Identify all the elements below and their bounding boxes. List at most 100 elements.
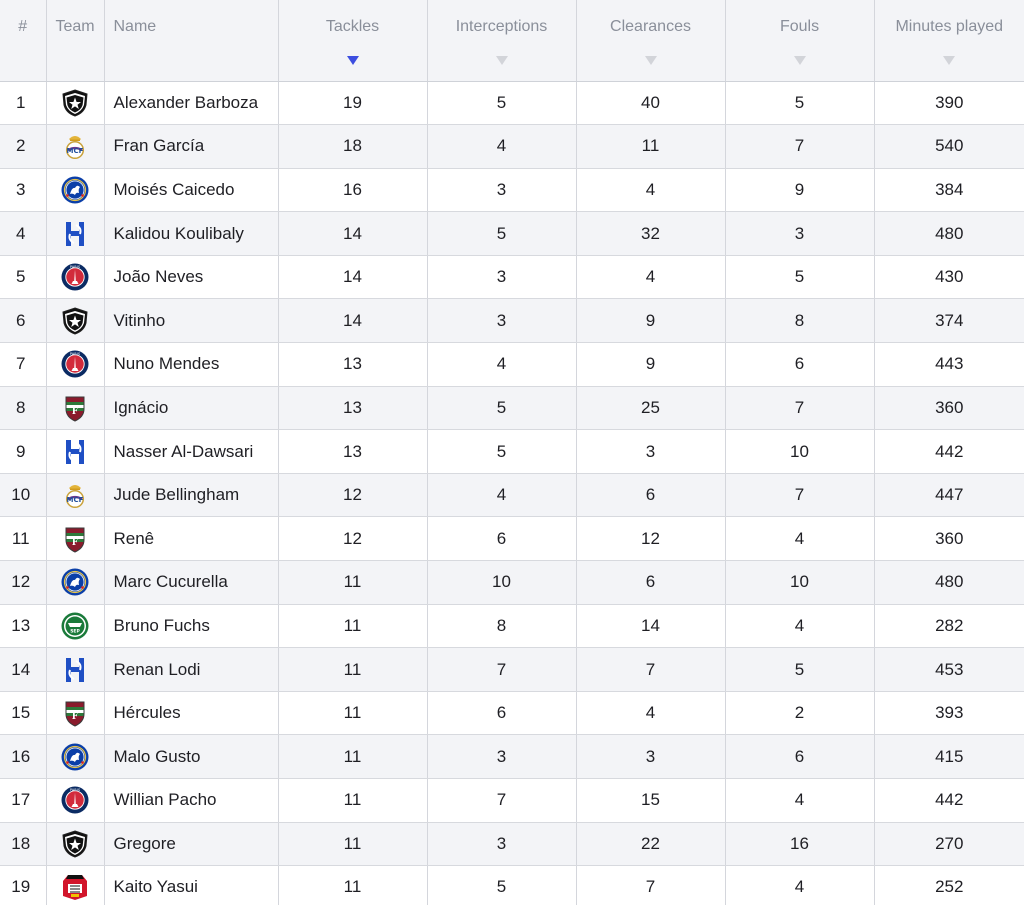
player-name[interactable]: Willian Pacho <box>104 778 279 823</box>
table-row[interactable]: 16 Malo Gusto 11 3 3 6 415 <box>0 734 1024 779</box>
rank-cell: 10 <box>0 473 47 518</box>
minutes-cell: 430 <box>874 255 1024 300</box>
svg-text:F: F <box>72 407 79 417</box>
player-name[interactable]: Kalidou Koulibaly <box>104 211 279 256</box>
tackles-cell: 11 <box>278 691 428 736</box>
botafogo-crest-icon[interactable] <box>60 306 90 336</box>
table-row[interactable]: 7 PARIS Nuno Mendes 13 4 9 6 443 <box>0 342 1024 387</box>
chelsea-crest-icon[interactable] <box>60 742 90 772</box>
table-row[interactable]: 13 SEP Bruno Fuchs 11 8 14 4 282 <box>0 604 1024 649</box>
interceptions-cell: 4 <box>427 342 577 387</box>
player-name[interactable]: Nasser Al-Dawsari <box>104 429 279 474</box>
player-name[interactable]: Malo Gusto <box>104 734 279 779</box>
fluminense-crest-icon[interactable]: F <box>60 524 90 554</box>
table-row[interactable]: 2 MCF Fran García 18 4 11 7 540 <box>0 124 1024 169</box>
botafogo-crest-icon[interactable] <box>60 88 90 118</box>
fluminense-crest-icon[interactable]: F <box>60 698 90 728</box>
player-name[interactable]: Alexander Barboza <box>104 81 279 126</box>
table-row[interactable]: 9 Nasser Al-Dawsari 13 5 3 10 442 <box>0 429 1024 474</box>
clearances-cell: 4 <box>576 255 726 300</box>
team-cell: MCF <box>46 473 105 518</box>
header-minutes[interactable]: Minutes played <box>874 0 1024 82</box>
table-row[interactable]: 15 F Hércules 11 6 4 2 393 <box>0 691 1024 736</box>
clearances-cell: 11 <box>576 124 726 169</box>
table-row[interactable]: 5 PARIS João Neves 14 3 4 5 430 <box>0 255 1024 300</box>
table-row[interactable]: 19 Kaito Yasui 11 5 7 4 252 <box>0 865 1024 905</box>
player-name[interactable]: Kaito Yasui <box>104 865 279 905</box>
player-name[interactable]: Marc Cucurella <box>104 560 279 605</box>
table-row[interactable]: 18 Gregore 11 3 22 16 270 <box>0 822 1024 867</box>
team-cell <box>46 560 105 605</box>
table-row[interactable]: 12 Marc Cucurella 11 10 6 10 480 <box>0 560 1024 605</box>
player-name[interactable]: Jude Bellingham <box>104 473 279 518</box>
team-cell: F <box>46 386 105 431</box>
table-row[interactable]: 4 Kalidou Koulibaly 14 5 32 3 480 <box>0 211 1024 256</box>
chelsea-crest-icon[interactable] <box>60 175 90 205</box>
header-name: Name <box>104 0 279 82</box>
table-row[interactable]: 11 F Renê 12 6 12 4 360 <box>0 516 1024 562</box>
sort-descending-icon[interactable] <box>495 56 508 65</box>
table-row[interactable]: 1 Alexander Barboza 19 5 40 5 390 <box>0 81 1024 126</box>
header-clearances-label: Clearances <box>610 18 691 35</box>
player-name[interactable]: Moisés Caicedo <box>104 168 279 213</box>
fouls-cell: 4 <box>725 604 875 649</box>
header-clearances[interactable]: Clearances <box>576 0 726 82</box>
fouls-cell: 6 <box>725 342 875 387</box>
player-name[interactable]: Fran García <box>104 124 279 169</box>
real-madrid-crest-icon[interactable]: MCF <box>60 480 90 510</box>
player-name[interactable]: Vitinho <box>104 298 279 344</box>
rank-cell: 13 <box>0 604 47 649</box>
header-fouls-label: Fouls <box>779 18 820 35</box>
table-row[interactable]: 3 Moisés Caicedo 16 3 4 9 384 <box>0 168 1024 213</box>
player-name[interactable]: Nuno Mendes <box>104 342 279 387</box>
tackles-cell: 11 <box>278 778 428 823</box>
header-tackles[interactable]: Tackles <box>278 0 428 82</box>
table-row[interactable]: 6 Vitinho 14 3 9 8 374 <box>0 298 1024 344</box>
team-cell <box>46 168 105 213</box>
clearances-cell: 9 <box>576 298 726 344</box>
player-name[interactable]: João Neves <box>104 255 279 300</box>
player-name[interactable]: Renan Lodi <box>104 647 279 692</box>
clearances-cell: 15 <box>576 778 726 823</box>
al-hilal-crest-icon[interactable] <box>60 655 90 685</box>
rank-cell: 3 <box>0 168 47 213</box>
svg-text:F: F <box>72 712 79 722</box>
table-row[interactable]: 17 PARIS Willian Pacho 11 7 15 4 442 <box>0 778 1024 823</box>
player-name[interactable]: Bruno Fuchs <box>104 604 279 649</box>
header-interceptions-label: Interceptions <box>455 18 548 35</box>
urawa-reds-crest-icon[interactable] <box>60 872 90 902</box>
header-fouls[interactable]: Fouls <box>725 0 875 82</box>
rank-cell: 12 <box>0 560 47 605</box>
real-madrid-crest-icon[interactable]: MCF <box>60 131 90 161</box>
clearances-cell: 12 <box>576 516 726 562</box>
header-tackles-label: Tackles <box>325 18 380 35</box>
tackles-cell: 13 <box>278 386 428 431</box>
fluminense-crest-icon[interactable]: F <box>60 393 90 423</box>
psg-crest-icon[interactable]: PARIS <box>60 785 90 815</box>
chelsea-crest-icon[interactable] <box>60 567 90 597</box>
sort-descending-icon[interactable] <box>644 56 657 65</box>
rank-cell: 9 <box>0 429 47 474</box>
psg-crest-icon[interactable]: PARIS <box>60 349 90 379</box>
tackles-cell: 11 <box>278 560 428 605</box>
player-name[interactable]: Renê <box>104 516 279 562</box>
sort-descending-icon[interactable] <box>943 56 956 65</box>
palmeiras-crest-icon[interactable]: SEP <box>60 611 90 641</box>
fouls-cell: 10 <box>725 429 875 474</box>
header-interceptions[interactable]: Interceptions <box>427 0 577 82</box>
al-hilal-crest-icon[interactable] <box>60 437 90 467</box>
fouls-cell: 7 <box>725 473 875 518</box>
al-hilal-crest-icon[interactable] <box>60 219 90 249</box>
player-name[interactable]: Ignácio <box>104 386 279 431</box>
botafogo-crest-icon[interactable] <box>60 829 90 859</box>
table-row[interactable]: 8 F Ignácio 13 5 25 7 360 <box>0 386 1024 431</box>
table-row[interactable]: 10 MCF Jude Bellingham 12 4 6 7 447 <box>0 473 1024 518</box>
table-row[interactable]: 14 Renan Lodi 11 7 7 5 453 <box>0 647 1024 692</box>
player-name[interactable]: Gregore <box>104 822 279 867</box>
team-cell: F <box>46 691 105 736</box>
psg-crest-icon[interactable]: PARIS <box>60 262 90 292</box>
player-name[interactable]: Hércules <box>104 691 279 736</box>
sort-descending-icon[interactable] <box>346 56 359 65</box>
sort-descending-icon[interactable] <box>793 56 806 65</box>
